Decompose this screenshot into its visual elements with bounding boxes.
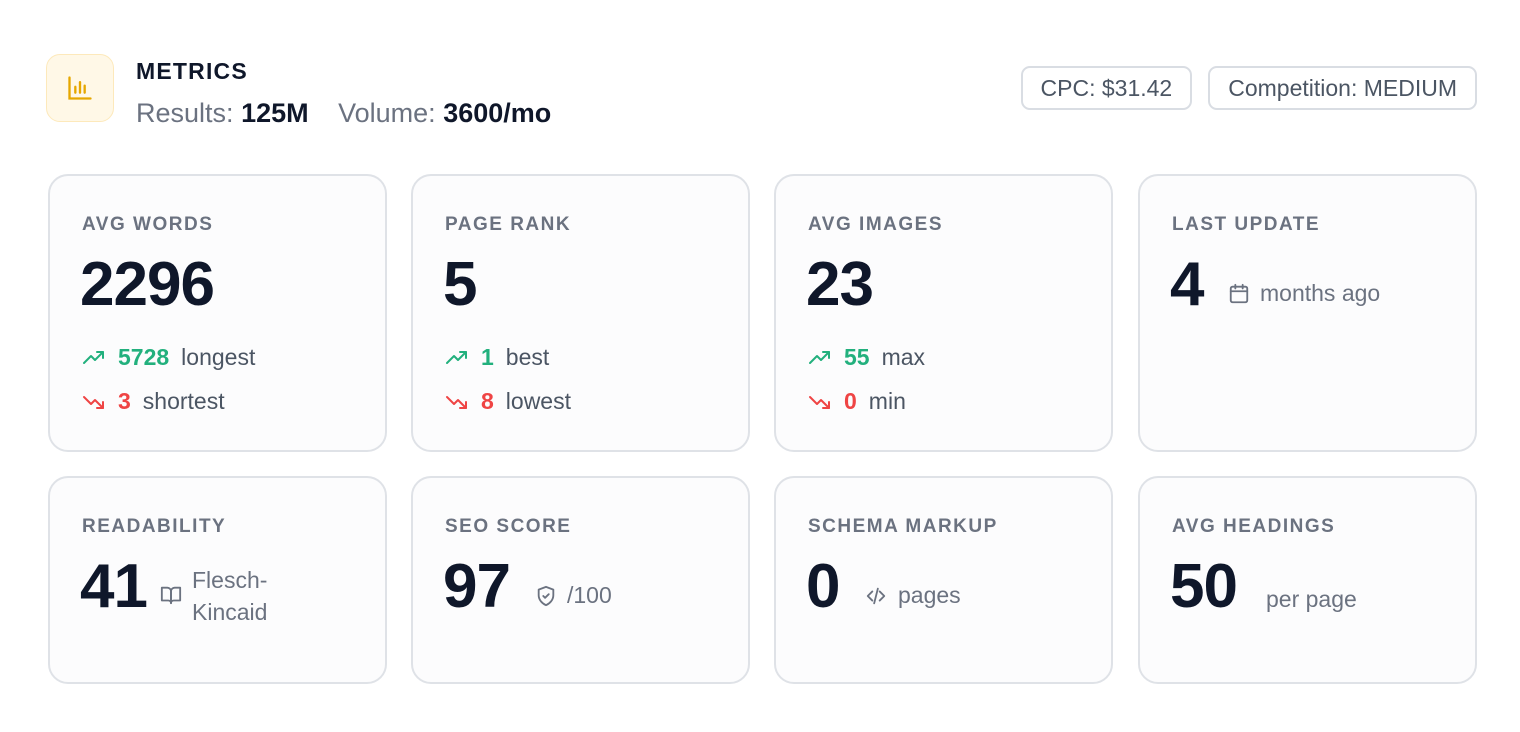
card-value: 5 <box>443 250 477 319</box>
trending-up-icon <box>445 348 471 368</box>
stat-up-label: max <box>881 344 926 370</box>
suffix-text: per page <box>1266 586 1357 612</box>
page-rank-card: PAGE RANK 5 1 best 8 lowest <box>411 174 750 452</box>
metrics-header: METRICS Results: 125M Volume: 3600/mo CP… <box>46 54 1477 134</box>
shield-icon <box>535 585 557 607</box>
stat-up-label: best <box>505 344 550 370</box>
avg-headings-card: AVG HEADINGS 50 per page <box>1138 476 1477 684</box>
cpc-badge: CPC: $31.42 <box>1020 66 1193 110</box>
suffix-text: Flesch- Kincaid <box>192 564 267 628</box>
stat-up-label: longest <box>181 344 256 370</box>
stat-down-label: shortest <box>142 388 225 414</box>
suffix-line-1: Flesch- <box>192 567 268 593</box>
card-suffix: Flesch- Kincaid <box>160 564 267 628</box>
card-label: READABILITY <box>82 516 227 537</box>
volume-label: Volume: <box>338 98 436 128</box>
card-label: PAGE RANK <box>445 214 572 235</box>
stat-down-value: 8 <box>481 388 494 414</box>
card-label: SCHEMA MARKUP <box>808 516 998 537</box>
seo-score-card: SEO SCORE 97 /100 <box>411 476 750 684</box>
card-value: 50 <box>1170 552 1238 621</box>
card-label: AVG IMAGES <box>808 214 943 235</box>
stat-up: 55 max <box>808 344 925 371</box>
card-value: 97 <box>443 552 511 621</box>
stat-down-value: 3 <box>118 388 131 414</box>
stat-down: 8 lowest <box>445 388 571 415</box>
readability-card: READABILITY 41 Flesch- Kincaid <box>48 476 387 684</box>
summary-line: Results: 125M Volume: 3600/mo <box>136 98 551 129</box>
avg-images-card: AVG IMAGES 23 55 max 0 min <box>774 174 1113 452</box>
book-icon <box>160 584 182 606</box>
card-label: LAST UPDATE <box>1172 214 1321 235</box>
trending-up-icon <box>82 348 108 368</box>
card-label: AVG WORDS <box>82 214 214 235</box>
card-value: 41 <box>80 552 148 621</box>
results-value: 125M <box>241 98 309 128</box>
card-value: 23 <box>806 250 874 319</box>
suffix-text: months ago <box>1260 280 1381 306</box>
suffix-text: /100 <box>567 582 612 608</box>
stat-up-value: 1 <box>481 344 494 370</box>
trending-down-icon <box>808 392 834 412</box>
card-value: 2296 <box>80 250 215 319</box>
card-label: SEO SCORE <box>445 516 572 537</box>
stat-down: 3 shortest <box>82 388 225 415</box>
trending-down-icon <box>445 392 471 412</box>
calendar-icon <box>1228 283 1250 305</box>
suffix-text: pages <box>898 582 961 608</box>
results-label: Results: <box>136 98 234 128</box>
card-value: 0 <box>806 552 840 621</box>
page-title: METRICS <box>136 58 248 84</box>
volume-value: 3600/mo <box>443 98 552 128</box>
code-icon <box>864 585 888 607</box>
badge-group: CPC: $31.42 Competition: MEDIUM <box>1020 66 1477 110</box>
metrics-logo <box>46 54 114 122</box>
avg-words-card: AVG WORDS 2296 5728 longest 3 shortest <box>48 174 387 452</box>
card-suffix: months ago <box>1228 280 1380 307</box>
suffix-line-2: Kincaid <box>192 599 268 625</box>
stat-down-label: lowest <box>505 388 571 414</box>
trending-down-icon <box>82 392 108 412</box>
bar-chart-icon <box>68 76 92 100</box>
stat-down-value: 0 <box>844 388 857 414</box>
card-suffix: /100 <box>535 582 612 609</box>
stat-up: 5728 longest <box>82 344 255 371</box>
stat-up-value: 5728 <box>118 344 170 370</box>
stat-down-label: min <box>868 388 906 414</box>
card-suffix: per page <box>1266 586 1357 613</box>
competition-badge: Competition: MEDIUM <box>1208 66 1477 110</box>
stat-up: 1 best <box>445 344 549 371</box>
card-suffix: pages <box>864 582 961 609</box>
stat-down: 0 min <box>808 388 906 415</box>
card-label: AVG HEADINGS <box>1172 516 1336 537</box>
schema-markup-card: SCHEMA MARKUP 0 pages <box>774 476 1113 684</box>
trending-up-icon <box>808 348 834 368</box>
last-update-card: LAST UPDATE 4 months ago <box>1138 174 1477 452</box>
stat-up-value: 55 <box>844 344 870 370</box>
card-value: 4 <box>1170 250 1204 319</box>
